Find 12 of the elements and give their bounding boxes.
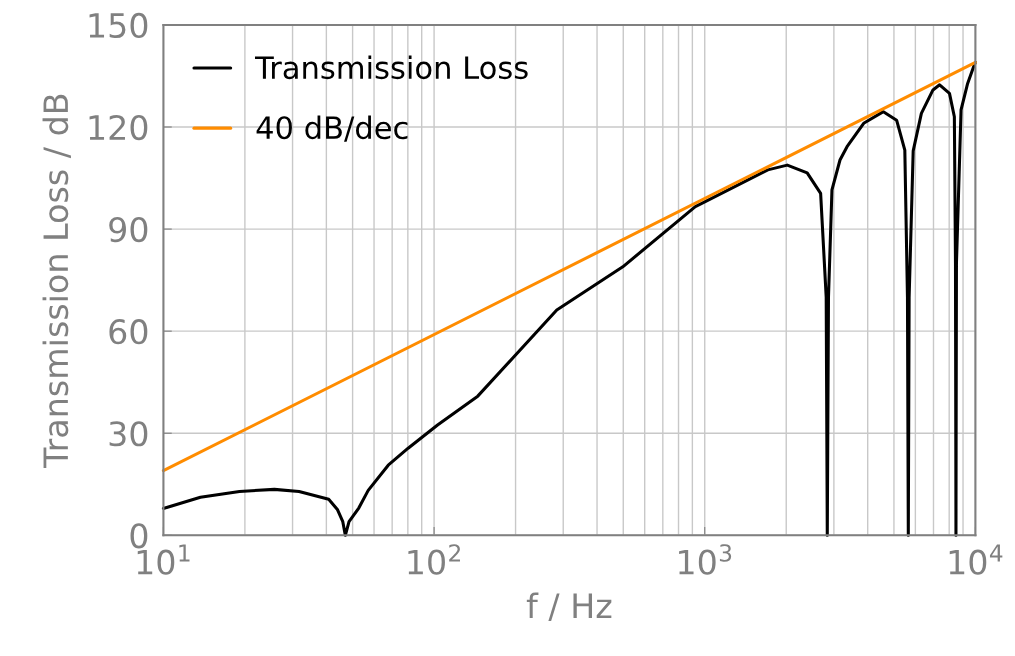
- y-tick-label: 90: [109, 217, 148, 243]
- y-tick-label: 150: [89, 12, 148, 39]
- x-tick-label: 10$^{3}$: [679, 544, 732, 575]
- legend-label: 40 dB/dec: [256, 115, 408, 142]
- legend-label: Transmission Loss: [254, 55, 528, 80]
- x-axis-title: f / Hz: [526, 592, 612, 621]
- x-tick-label: 10$^{2}$: [408, 544, 460, 575]
- y-axis-title: Transmission Loss / dB: [42, 94, 71, 468]
- x-tick-label: 10$^{4}$: [949, 544, 1003, 575]
- y-tick-label: 120: [89, 114, 148, 141]
- y-tick-label: 30: [109, 421, 148, 447]
- y-tick-label: 60: [109, 319, 148, 345]
